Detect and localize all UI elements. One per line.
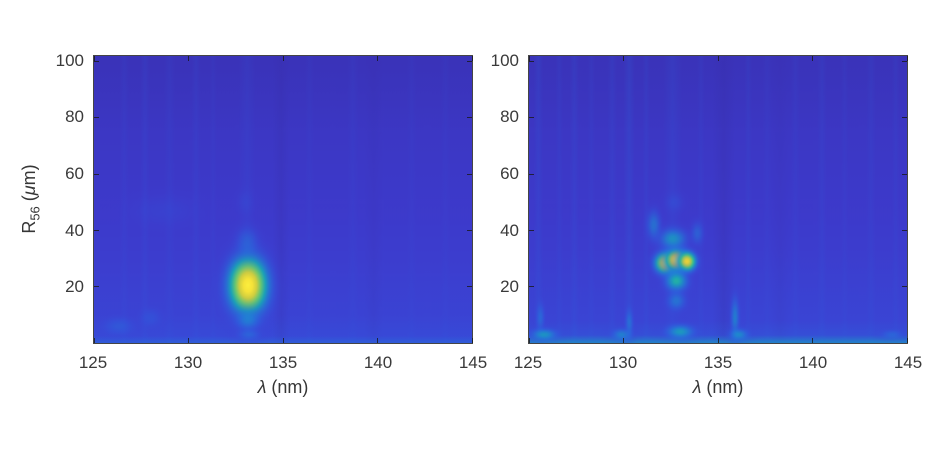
x-tick-mark [93,338,95,343]
x-tick-mark [623,338,624,343]
x-tick-label: 135 [268,353,298,372]
plot-area-right [528,55,908,344]
y-tick-mark [529,173,534,175]
y-tick-mark [467,173,472,175]
x-tick-mark [377,338,378,343]
y-axis-label: R56(μm) [19,164,43,234]
x-tick-label: 130 [173,353,203,372]
x-tick-mark [188,56,189,61]
x-tick-mark [528,338,530,343]
x-tick-label: 125 [78,353,108,372]
y-tick-mark [529,117,534,119]
x-axis-label-left: λ (nm) [93,377,473,398]
x-axis-label-right: λ (nm) [528,377,908,398]
y-tick-mark [529,229,534,231]
x-tick-mark [528,56,530,61]
y-tick-label: 60 [65,164,84,183]
x-tick-mark [471,56,473,61]
x-tick-label: 145 [893,353,923,372]
y-tick-mark [902,229,907,231]
plot-area-left [93,55,473,344]
tick-marks-right [528,56,908,343]
x-tick-label: 140 [798,353,828,372]
x-tick-mark [282,56,284,61]
x-tick-mark [377,56,378,61]
y-tick-mark [467,286,472,288]
x-tick-mark [282,338,284,343]
y-tick-label: 40 [65,220,84,240]
x-axis-unit: (nm) [706,377,744,397]
tick-marks-left [93,56,473,343]
y-tick-label: 40 [500,220,519,240]
lambda-symbol: λ [692,377,702,397]
y-tick-label: 60 [500,164,519,183]
x-tick-mark [471,338,473,343]
y-tick-mark [94,286,99,288]
y-tick-mark [529,61,534,63]
y-tick-mark [902,61,907,63]
y-tick-label: 20 [65,277,84,297]
y-tick-label: 100 [55,50,84,70]
x-tick-mark [812,56,813,61]
heatmap-canvas-left [94,56,472,343]
mu-symbol: μ [19,185,39,196]
y-tick-mark [94,117,99,119]
y-tick-mark [902,286,907,288]
x-tick-mark [717,338,719,343]
y-tick-label: 80 [500,107,519,127]
y-tick-label: 100 [490,50,519,70]
y-tick-mark [94,173,99,175]
y-tick-label: 80 [65,107,84,127]
y-tick-mark [467,61,472,63]
y-tick-mark [902,173,907,175]
y-tick-mark [94,61,99,63]
y-tick-label: 20 [500,277,519,297]
x-tick-mark [188,338,189,343]
y-tick-mark [94,229,99,231]
x-tick-label: 125 [513,353,543,372]
x-tick-label: 140 [363,353,393,372]
x-tick-mark [717,56,719,61]
y-tick-mark [529,286,534,288]
y-tick-mark [902,117,907,119]
y-tick-mark [467,117,472,119]
x-tick-label: 130 [608,353,638,372]
lambda-symbol: λ [257,377,267,397]
ylabel-base: R [19,220,39,234]
x-tick-label: 135 [703,353,733,372]
x-tick-mark [906,56,908,61]
x-axis-unit: (nm) [271,377,309,397]
x-tick-mark [906,338,908,343]
ylabel-subscript: 56 [27,206,43,221]
y-tick-mark [467,229,472,231]
x-tick-mark [93,56,95,61]
heatmap-canvas-right [529,56,907,343]
x-tick-label: 145 [458,353,488,372]
x-tick-mark [623,56,624,61]
x-tick-mark [812,338,813,343]
